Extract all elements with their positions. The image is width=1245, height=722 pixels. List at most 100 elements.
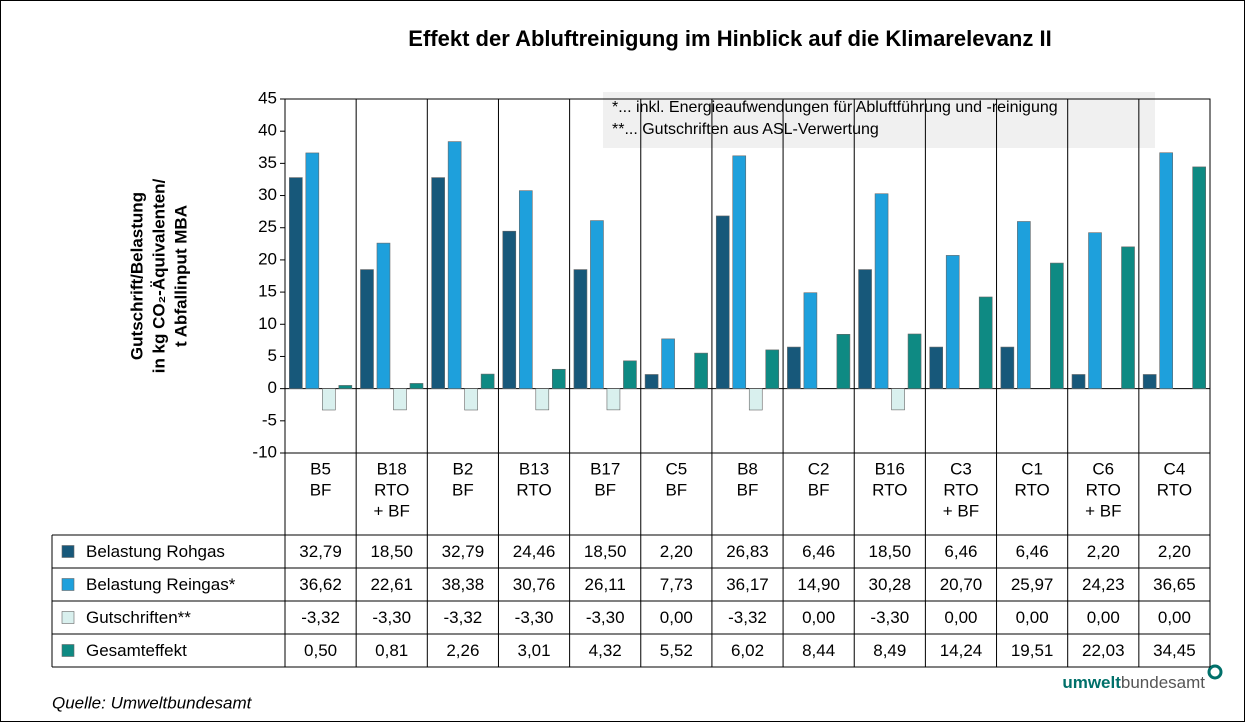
bar <box>518 190 533 389</box>
bar <box>535 388 550 411</box>
bar <box>661 338 675 389</box>
x-tick-label: BF <box>594 480 616 499</box>
table-cell: 36,17 <box>726 575 769 594</box>
x-tick-label: C1 <box>1021 459 1043 478</box>
x-tick-label: B16 <box>875 459 905 478</box>
table-cell: 20,70 <box>940 575 983 594</box>
bar <box>305 152 320 389</box>
table-cell: 14,90 <box>797 575 840 594</box>
x-tick-label: + BF <box>1085 501 1121 520</box>
bar <box>573 269 588 389</box>
table-cell: 25,97 <box>1011 575 1054 594</box>
table-cell: 2,20 <box>660 542 693 561</box>
table-cell: 5,52 <box>660 641 693 660</box>
legend-swatch <box>61 611 75 624</box>
bar <box>732 155 747 389</box>
table-cell: 26,11 <box>585 575 626 594</box>
table-cell: 6,02 <box>731 641 764 660</box>
bar <box>1050 262 1064 389</box>
bar <box>289 177 303 389</box>
bar <box>748 388 763 411</box>
table-cell: 18,50 <box>370 542 413 561</box>
table-cell: 30,28 <box>869 575 912 594</box>
bar <box>360 269 374 389</box>
table-cell: 0,00 <box>1016 608 1049 627</box>
table-cell: 6,46 <box>944 542 977 561</box>
bar <box>891 388 905 411</box>
y-tick-label: 25 <box>258 217 277 236</box>
x-tick-label: RTO <box>374 480 409 499</box>
legend-label: Belastung Rohgas <box>86 542 225 561</box>
table-cell: 2,26 <box>446 641 479 660</box>
legend-label: Belastung Reingas* <box>86 575 236 594</box>
table-cell: 24,23 <box>1082 575 1125 594</box>
bar <box>431 177 445 389</box>
y-tick-label: 30 <box>258 185 277 204</box>
x-tick-label: B5 <box>310 459 331 478</box>
bar <box>1000 346 1015 389</box>
bar <box>376 242 391 389</box>
table-cell: 14,24 <box>940 641 983 660</box>
note: *... inkl. Energieaufwendungen für Abluf… <box>612 99 1058 116</box>
y-tick-label: 10 <box>258 314 277 333</box>
bar <box>803 292 818 389</box>
y-label-line: t Abfallinput MBA <box>171 205 190 347</box>
bar <box>858 269 872 389</box>
x-tick-label: BF <box>808 480 830 499</box>
table-cell: 8,49 <box>873 641 906 660</box>
x-tick-label: C3 <box>950 459 972 478</box>
table-cell: 0,00 <box>660 608 693 627</box>
table-cell: -3,32 <box>728 608 767 627</box>
table-cell: 36,65 <box>1153 575 1196 594</box>
bar <box>787 346 801 389</box>
x-tick-label: RTO <box>1014 480 1049 499</box>
y-tick-label: 15 <box>258 282 277 301</box>
table-cell: 34,45 <box>1153 641 1196 660</box>
note-box <box>603 92 1155 148</box>
x-tick-label: RTO <box>943 480 978 499</box>
x-tick-label: RTO <box>872 480 907 499</box>
bar <box>551 368 566 389</box>
bar <box>447 141 462 389</box>
x-tick-label: B2 <box>452 459 473 478</box>
x-tick-label: RTO <box>516 480 551 499</box>
x-tick-label: BF <box>310 480 332 499</box>
table-cell: 19,51 <box>1011 641 1054 660</box>
table-cell: 0,00 <box>802 608 835 627</box>
bar <box>502 230 517 389</box>
bar <box>715 215 730 389</box>
table-cell: 18,50 <box>584 542 627 561</box>
table-cell: 0,00 <box>944 608 977 627</box>
x-tick-label: B17 <box>590 459 620 478</box>
bar <box>606 388 621 411</box>
bar <box>322 388 336 411</box>
logo-icon <box>1207 664 1223 680</box>
legend-swatch <box>61 644 75 657</box>
x-tick-label: C2 <box>808 459 830 478</box>
table-cell: 0,00 <box>1158 608 1191 627</box>
y-tick-label: 20 <box>258 249 277 268</box>
table-cell: 22,03 <box>1082 641 1125 660</box>
y-tick-label: -10 <box>252 442 277 461</box>
x-tick-label: B8 <box>737 459 758 478</box>
x-tick-label: RTO <box>1157 480 1192 499</box>
table-cell: 32,79 <box>442 542 485 561</box>
bar <box>338 385 353 389</box>
bar <box>1159 152 1173 389</box>
bar <box>644 374 659 389</box>
table-cell: -3,30 <box>372 608 411 627</box>
x-tick-label: + BF <box>374 501 410 520</box>
table-cell: 8,44 <box>802 641 835 660</box>
legend-label: Gutschriften** <box>86 608 191 627</box>
bar <box>1192 166 1206 389</box>
table-cell: -3,30 <box>870 608 909 627</box>
bar <box>978 296 993 389</box>
x-tick-label: RTO <box>1086 480 1121 499</box>
y-label-line: Gutschrift/Belastung <box>127 192 146 360</box>
table-cell: 26,83 <box>726 542 769 561</box>
table-cell: 0,81 <box>375 641 408 660</box>
y-tick-label: 5 <box>268 346 277 365</box>
bar <box>907 333 922 389</box>
x-tick-label: BF <box>737 480 759 499</box>
